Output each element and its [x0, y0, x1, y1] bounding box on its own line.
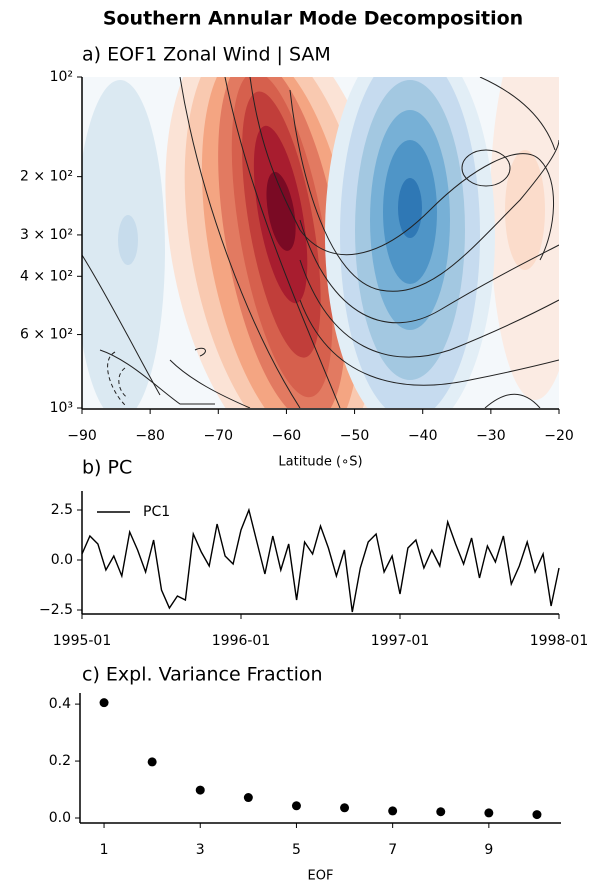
- contour-field: [82, 77, 559, 408]
- x-axis-label: EOF: [308, 869, 334, 883]
- panel-title: b) PC: [82, 457, 132, 479]
- point: [147, 757, 157, 767]
- point: [436, 807, 446, 817]
- y-tick-label: 4 × 10²: [20, 268, 73, 284]
- legend-label: PC1: [143, 504, 170, 520]
- x-tick-label: 9: [484, 842, 493, 858]
- x-tick-label: 1: [100, 842, 109, 858]
- x-tick-label: −80: [135, 428, 165, 444]
- point: [388, 806, 398, 816]
- y-tick-label: 0.2: [49, 753, 71, 769]
- point: [99, 698, 109, 708]
- x-tick-label: 1997-01: [371, 633, 430, 649]
- figure-title: Southern Annular Mode Decomposition: [103, 8, 523, 30]
- x-tick-label: −40: [408, 428, 438, 444]
- x-tick-label: −30: [476, 428, 506, 444]
- y-tick-label: 3 × 10²: [20, 227, 73, 243]
- x-tick-label: −90: [67, 428, 97, 444]
- x-tick-label: −50: [340, 428, 370, 444]
- point: [484, 808, 494, 818]
- y-tick-label: 0.0: [51, 552, 73, 568]
- x-axis-label: Latitude (∘S): [278, 455, 362, 470]
- panel-title: c) Expl. Variance Fraction: [82, 664, 323, 686]
- point: [243, 793, 253, 803]
- x-tick-label: 7: [388, 842, 397, 858]
- x-tick-label: 1996-01: [212, 633, 271, 649]
- panel-title: a) EOF1 Zonal Wind | SAM: [82, 44, 331, 66]
- y-tick-label: 2.5: [51, 502, 73, 518]
- x-tick-label: 3: [196, 842, 205, 858]
- y-tick-label: 0.0: [49, 810, 71, 826]
- point: [291, 801, 301, 811]
- x-tick-label: −20: [544, 428, 574, 444]
- point: [340, 803, 350, 813]
- point: [532, 810, 542, 820]
- y-tick-label: 10²: [50, 69, 73, 85]
- x-tick-label: 1998-01: [530, 633, 589, 649]
- y-tick-label: 2 × 10²: [20, 169, 73, 185]
- line: [81, 507, 560, 613]
- x-tick-label: −60: [272, 428, 302, 444]
- y-tick-label: 10³: [50, 400, 73, 416]
- point: [195, 785, 205, 795]
- y-tick-label: 0.4: [49, 696, 71, 712]
- y-tick-label: −2.5: [39, 602, 73, 618]
- y-tick-label: 6 × 10²: [20, 327, 73, 343]
- x-tick-label: 5: [292, 842, 301, 858]
- x-tick-label: −70: [204, 428, 234, 444]
- x-tick-label: 1995-01: [53, 633, 112, 649]
